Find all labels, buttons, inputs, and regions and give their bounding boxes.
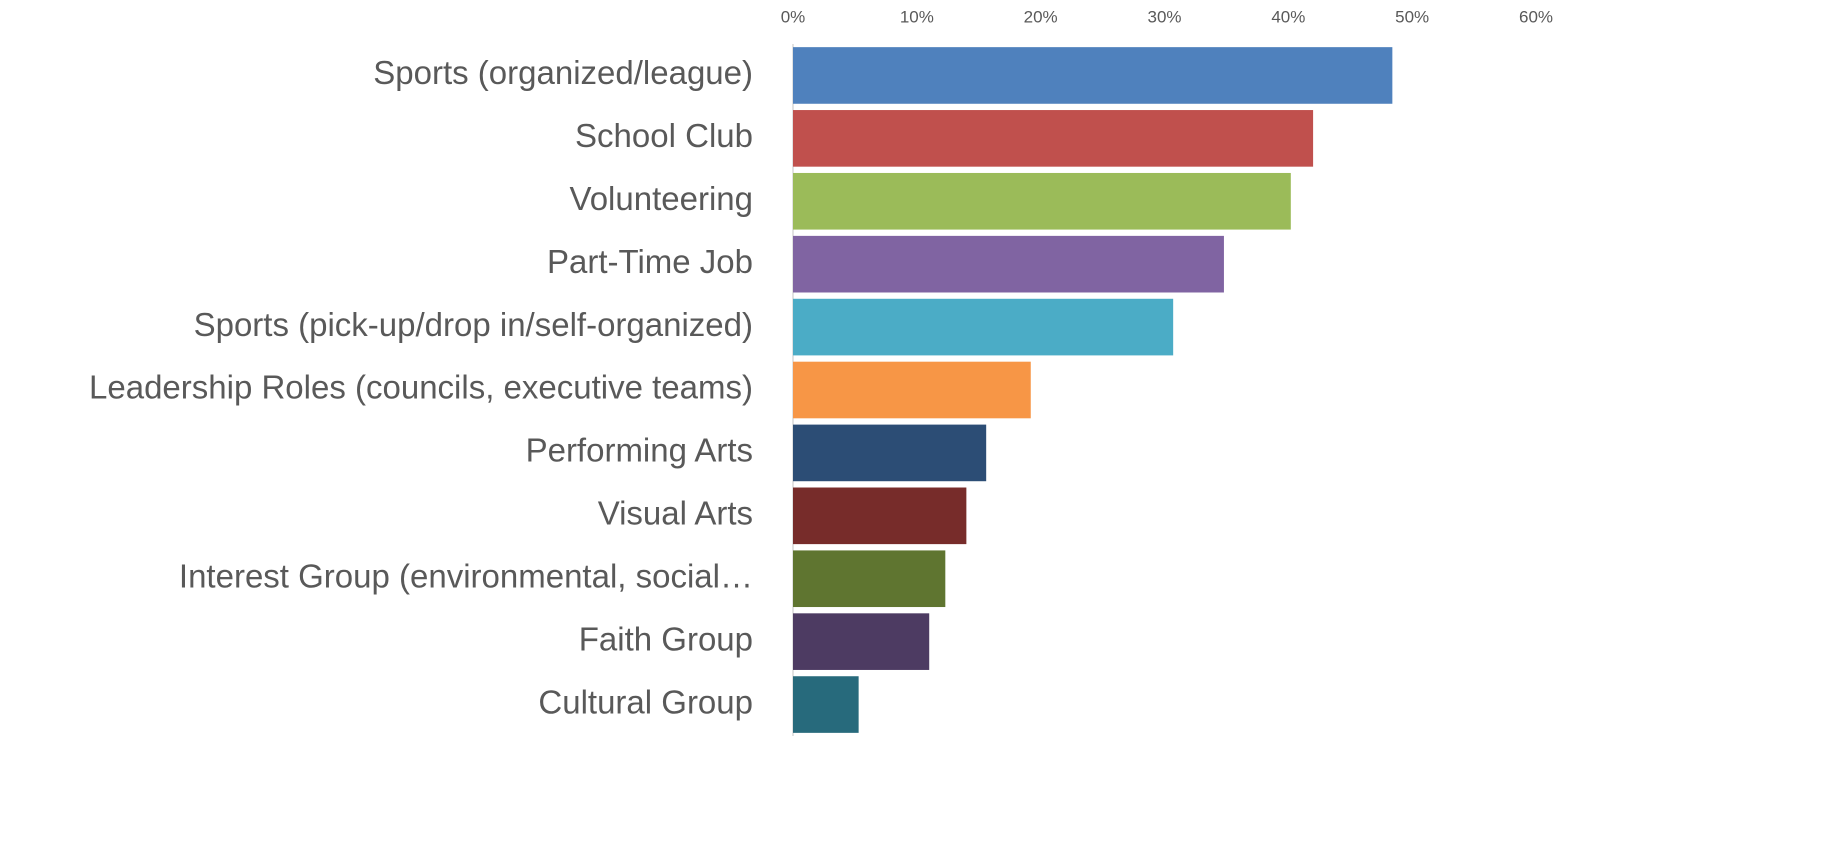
x-tick-label: 20% bbox=[1024, 7, 1058, 26]
category-label: Cultural Group bbox=[538, 683, 753, 720]
bar bbox=[793, 676, 859, 733]
category-label: Sports (organized/league) bbox=[373, 54, 753, 91]
x-tick-label: 50% bbox=[1395, 7, 1429, 26]
bar bbox=[793, 487, 967, 545]
x-tick-label: 0% bbox=[781, 7, 806, 26]
category-label: Performing Arts bbox=[526, 432, 753, 469]
category-label: Part-Time Job bbox=[547, 243, 753, 280]
x-tick-label: 10% bbox=[900, 7, 934, 26]
bar bbox=[793, 424, 987, 482]
category-label: School Club bbox=[575, 117, 753, 154]
bar bbox=[793, 235, 1224, 293]
bar bbox=[793, 613, 930, 670]
bar bbox=[793, 110, 1314, 167]
category-label: Volunteering bbox=[570, 180, 753, 217]
category-label: Sports (pick-up/drop in/self-organized) bbox=[194, 306, 753, 343]
bar bbox=[793, 298, 1174, 356]
bar bbox=[793, 172, 1291, 230]
category-label: Faith Group bbox=[579, 620, 753, 657]
category-label: Interest Group (environmental, social… bbox=[179, 557, 753, 594]
category-label: Visual Arts bbox=[598, 495, 753, 532]
x-tick-label: 40% bbox=[1271, 7, 1305, 26]
category-label: Leadership Roles (councils, executive te… bbox=[89, 369, 753, 406]
bar bbox=[793, 47, 1393, 104]
bar bbox=[793, 361, 1031, 419]
x-tick-label: 30% bbox=[1147, 7, 1181, 26]
x-tick-label: 60% bbox=[1519, 7, 1553, 26]
bar bbox=[793, 550, 946, 608]
